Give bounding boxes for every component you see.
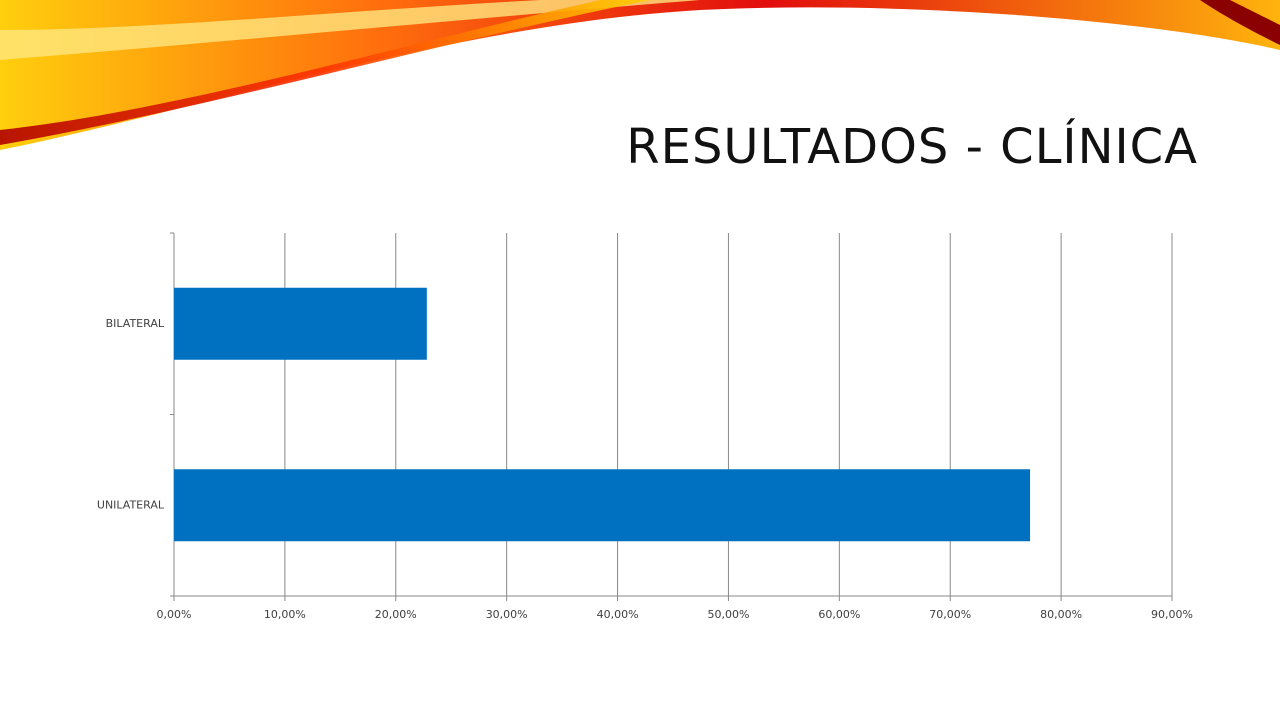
y-tick-label: BILATERAL: [106, 317, 165, 330]
chart: 0,00% 10,00% 20,00% 30,00% 40,00% 50,00% 60,00…: [97, 232, 1193, 621]
bar: [174, 469, 1031, 542]
x-tick-label: 30,00%: [486, 608, 528, 621]
slide-title: RESULTADOS - CLÍNICA: [626, 118, 1198, 175]
x-tick-label: 10,00%: [264, 608, 306, 621]
x-tick-label: 20,00%: [375, 608, 417, 621]
y-tick-label: UNILATERAL: [97, 498, 165, 511]
x-tick-label: 50,00%: [707, 608, 749, 621]
decoration: [0, 0, 1280, 150]
x-tick-label: 70,00%: [929, 608, 971, 621]
x-tick-label: 40,00%: [597, 608, 639, 621]
x-tick-label: 60,00%: [818, 608, 860, 621]
x-tick-label: 80,00%: [1040, 608, 1082, 621]
x-tick-label: 0,00%: [157, 608, 192, 621]
x-tick-label: 90,00%: [1151, 608, 1193, 621]
bar: [174, 287, 427, 360]
